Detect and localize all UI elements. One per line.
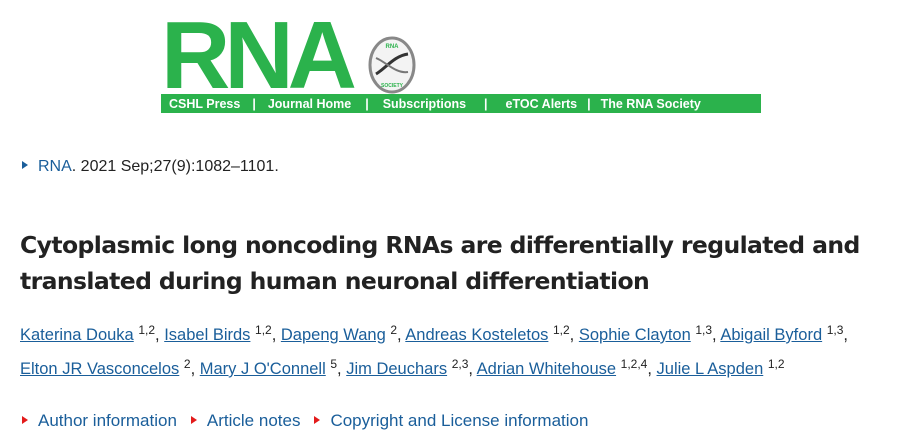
journal-banner: RNA RNA SOCIETY CSHL Press | Journal Hom… bbox=[161, 8, 761, 113]
author-link[interactable]: Elton JR Vasconcelos bbox=[20, 360, 180, 378]
author-link[interactable]: Jim Deuchars bbox=[346, 360, 448, 378]
author-link[interactable]: Julie L Aspden bbox=[656, 360, 764, 378]
author-link[interactable]: Sophie Clayton bbox=[578, 326, 691, 344]
author-affiliation: 1,3 bbox=[695, 323, 713, 337]
expand-triangle-icon[interactable] bbox=[22, 160, 28, 169]
article-title: Cytoplasmic long noncoding RNAs are diff… bbox=[20, 231, 860, 295]
author-information-toggle[interactable]: Author information bbox=[22, 411, 177, 431]
author-link[interactable]: Andreas Kosteletos bbox=[405, 326, 549, 344]
author-affiliation: 1,2 bbox=[255, 323, 272, 337]
citation-line: RNA. 2021 Sep;27(9):1082–1101. bbox=[22, 158, 279, 176]
author-affiliation: 1,2 bbox=[138, 323, 156, 337]
author-affiliation: 1,2,4 bbox=[620, 357, 648, 371]
author-affiliation: 5 bbox=[330, 357, 338, 371]
nav-separator: | bbox=[484, 96, 488, 111]
author-affiliation: 1,2 bbox=[767, 357, 785, 371]
author-link[interactable]: Adrian Whitehouse bbox=[476, 360, 617, 378]
author-link[interactable]: Abigail Byford bbox=[720, 326, 823, 344]
article-notes-toggle[interactable]: Article notes bbox=[190, 411, 300, 431]
rna-logo[interactable]: RNA bbox=[161, 2, 357, 109]
journal-link[interactable]: RNA bbox=[38, 158, 72, 175]
expand-triangle-icon bbox=[314, 415, 321, 424]
nav-separator: | bbox=[587, 96, 591, 111]
expand-triangle-icon bbox=[190, 415, 197, 424]
author-affiliation: 1,2 bbox=[552, 323, 570, 337]
nav-journal-home[interactable]: Journal Home bbox=[267, 96, 352, 111]
author-list: Katerina Douka 1,2, Isabel Birds 1,2, Da… bbox=[20, 323, 848, 378]
nav-separator: | bbox=[365, 96, 369, 111]
author-link[interactable]: Katerina Douka bbox=[20, 326, 134, 344]
author-affiliation: 2 bbox=[390, 323, 398, 337]
copyright-license-toggle[interactable]: Copyright and License information bbox=[314, 411, 588, 431]
author-affiliation: 2 bbox=[183, 357, 191, 371]
author-affiliation: 2,3 bbox=[451, 357, 469, 371]
nav-cshl-press[interactable]: CSHL Press bbox=[169, 96, 241, 111]
author-link[interactable]: Mary J O'Connell bbox=[199, 360, 326, 378]
article-expanders: Author information Article notes Copyrig… bbox=[22, 411, 588, 431]
seal-text-bottom: SOCIETY bbox=[381, 83, 404, 89]
nav-rna-society[interactable]: The RNA Society bbox=[600, 96, 701, 111]
journal-nav-bar: CSHL Press | Journal Home | Subscription… bbox=[161, 94, 761, 113]
expand-triangle-icon bbox=[22, 415, 28, 424]
author-link[interactable]: Isabel Birds bbox=[164, 326, 251, 344]
seal-text-top: RNA bbox=[386, 44, 400, 50]
citation-details: . 2021 Sep;27(9):1082–1101. bbox=[71, 158, 279, 175]
nav-subscriptions[interactable]: Subscriptions bbox=[382, 96, 467, 111]
author-affiliation: 1,3 bbox=[826, 323, 844, 337]
nav-etoc-alerts[interactable]: eTOC Alerts bbox=[505, 96, 578, 111]
nav-separator: | bbox=[252, 96, 256, 111]
author-link[interactable]: Dapeng Wang bbox=[280, 326, 386, 344]
rna-society-seal-icon: RNA SOCIETY bbox=[368, 36, 416, 94]
